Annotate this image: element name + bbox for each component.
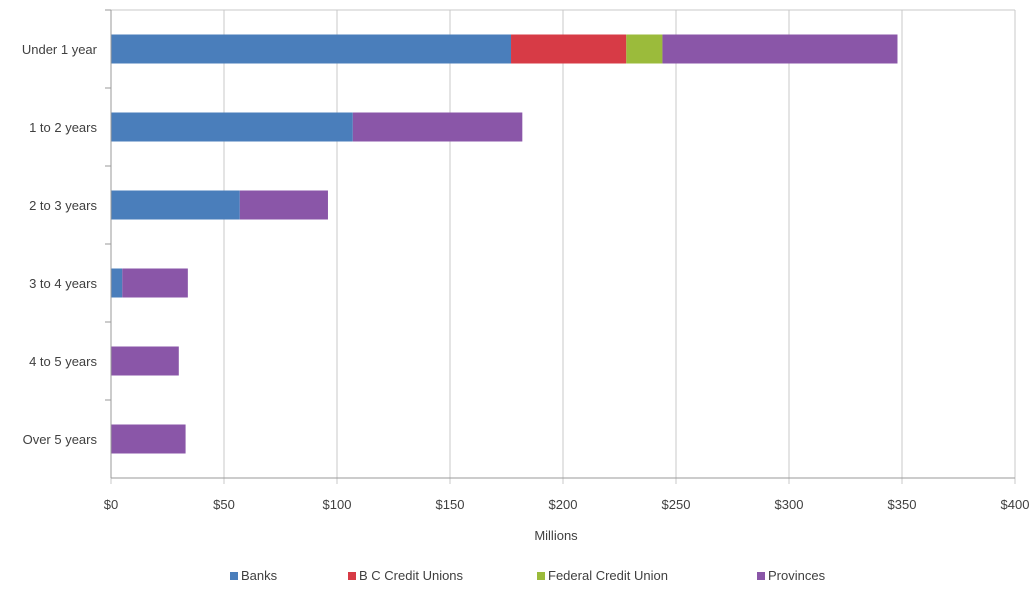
legend-label: Banks (241, 568, 278, 583)
legend-swatch (757, 572, 765, 580)
x-tick-label: $50 (213, 497, 235, 512)
bar-segment-provinces (122, 269, 188, 298)
legend-label: Federal Credit Union (548, 568, 668, 583)
legend-item: Banks (230, 568, 278, 583)
bar-segment-banks (111, 113, 353, 142)
legend-item: Provinces (757, 568, 826, 583)
legend-swatch (537, 572, 545, 580)
x-tick-label: $200 (549, 497, 578, 512)
bar-segment-federal-credit-union (626, 35, 662, 64)
legend-label: Provinces (768, 568, 826, 583)
y-tick-label: 2 to 3 years (29, 198, 97, 213)
x-tick-label: $150 (436, 497, 465, 512)
x-tick-label: $100 (323, 497, 352, 512)
bar-segment-b-c-credit-unions (511, 35, 626, 64)
legend: Banks B C Credit Unions Federal Credit Uni… (230, 568, 826, 583)
bar-segment-banks (111, 269, 122, 298)
x-tick-label: $350 (888, 497, 917, 512)
bar-segment-provinces (353, 113, 523, 142)
bar-segment-provinces (240, 191, 328, 220)
bar-segment-provinces (662, 35, 897, 64)
x-tick-label: $300 (775, 497, 804, 512)
bar-segment-banks (111, 35, 511, 64)
legend-item: Federal Credit Union (537, 568, 668, 583)
legend-swatch (230, 572, 238, 580)
bar-segment-banks (111, 191, 240, 220)
y-tick-label: 3 to 4 years (29, 276, 97, 291)
legend-swatch (348, 572, 356, 580)
y-tick-label: 1 to 2 years (29, 120, 97, 135)
y-tick-label: Over 5 years (23, 432, 98, 447)
legend-label: B C Credit Unions (359, 568, 464, 583)
grid-lines (111, 10, 1015, 484)
bar-segment-provinces (111, 347, 179, 376)
legend-item: B C Credit Unions (348, 568, 464, 583)
axes (105, 10, 1015, 478)
bar-segment-provinces (111, 425, 186, 454)
x-axis-title: Millions (534, 528, 578, 543)
x-tick-label: $250 (662, 497, 691, 512)
y-tick-label: 4 to 5 years (29, 354, 97, 369)
x-tick-label: $400 (1001, 497, 1030, 512)
x-tick-label: $0 (104, 497, 118, 512)
y-tick-label: Under 1 year (22, 42, 98, 57)
bars (111, 35, 897, 454)
